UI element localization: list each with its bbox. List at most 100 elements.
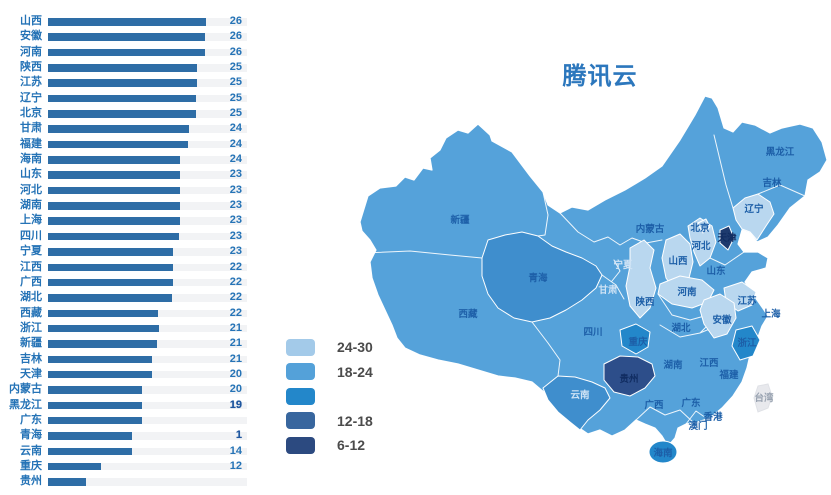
map-label-province: 北京 xyxy=(690,222,710,234)
bar-row-bar xyxy=(48,386,142,394)
legend-label: 12-18 xyxy=(337,412,373,429)
legend-swatch[interactable] xyxy=(286,436,315,454)
province-taiwan[interactable] xyxy=(753,383,773,413)
bar-row-label: 青海 xyxy=(20,429,42,442)
bar-row[interactable]: 辽宁 25 xyxy=(0,91,250,106)
bar-row[interactable]: 海南 24 xyxy=(0,152,250,167)
bar-row[interactable]: 山西 26 xyxy=(0,14,250,29)
bar-row-label: 江西 xyxy=(20,260,42,273)
legend-item[interactable]: 24-30 xyxy=(286,338,373,356)
bar-row-track xyxy=(48,416,247,425)
bar-row[interactable]: 河南 26 xyxy=(0,45,250,60)
legend-item[interactable]: 6-12 xyxy=(286,436,373,454)
bar-row-bar xyxy=(48,294,172,302)
bar-row[interactable]: 广西 22 xyxy=(0,275,250,290)
bar-row-value: 12 xyxy=(229,459,242,472)
bar-row-value: 14 xyxy=(229,444,242,457)
bar-row[interactable]: 陕西 25 xyxy=(0,60,250,75)
bar-row-track xyxy=(48,386,247,394)
bar-row[interactable]: 重庆 12 xyxy=(0,459,250,474)
bar-row[interactable]: 安徽 26 xyxy=(0,29,250,44)
legend-item[interactable]: 12-18 xyxy=(286,412,373,430)
bar-row[interactable]: 山东 23 xyxy=(0,167,250,182)
bar-row[interactable]: 内蒙古 20 xyxy=(0,382,250,397)
bar-row-label: 浙江 xyxy=(20,321,42,334)
bar-row[interactable]: 贵州 xyxy=(0,474,250,489)
bar-row[interactable]: 江西 22 xyxy=(0,260,250,275)
province-liaoning[interactable] xyxy=(732,193,775,241)
bar-row[interactable]: 天津 20 xyxy=(0,367,250,382)
legend-swatch[interactable] xyxy=(286,338,315,356)
bar-row[interactable]: 湖南 23 xyxy=(0,198,250,213)
province-tianjin[interactable] xyxy=(719,225,735,251)
bar-row[interactable]: 甘肃 24 xyxy=(0,121,250,136)
bar-row-value: 23 xyxy=(229,245,242,258)
bar-row[interactable]: 西藏 22 xyxy=(0,306,250,321)
bar-row-bar xyxy=(48,462,101,471)
bar-row-label: 湖南 xyxy=(20,199,42,212)
map-label-province: 新疆 xyxy=(450,214,470,226)
bar-row-bar xyxy=(48,48,205,57)
bar-row[interactable]: 江苏 25 xyxy=(0,75,250,90)
bar-row-bar xyxy=(48,340,157,348)
bar-row[interactable]: 新疆 21 xyxy=(0,336,250,351)
bar-row[interactable]: 上海 23 xyxy=(0,213,250,228)
map-label-province: 陕西 xyxy=(635,296,655,308)
bar-row-value: 23 xyxy=(229,214,242,227)
province-yunnan[interactable] xyxy=(542,375,611,431)
province-zhejiang[interactable] xyxy=(731,325,761,361)
map-label-province: 湖北 xyxy=(671,322,691,334)
bar-row[interactable]: 北京 25 xyxy=(0,106,250,121)
bar-row[interactable]: 浙江 21 xyxy=(0,321,250,336)
bar-row-track xyxy=(48,462,247,471)
bar-row-label: 天津 xyxy=(20,367,42,380)
bar-row[interactable]: 湖北 22 xyxy=(0,290,250,305)
bar-row[interactable]: 吉林 21 xyxy=(0,352,250,367)
map-title: 腾讯云 xyxy=(562,63,638,90)
province-anhui[interactable] xyxy=(699,293,737,339)
map-label-province: 海南 xyxy=(653,447,673,459)
bar-row-value: 21 xyxy=(229,337,242,350)
map-legend: 24-30 18-24 12-18 6-12 xyxy=(286,338,373,454)
province-qinghai[interactable] xyxy=(481,231,603,323)
legend-item[interactable]: 18-24 xyxy=(286,363,373,381)
bar-row[interactable]: 河北 23 xyxy=(0,183,250,198)
bar-row[interactable]: 云南 14 xyxy=(0,444,250,459)
bar-row-label: 北京 xyxy=(20,107,42,120)
map-label-province: 河南 xyxy=(677,286,697,298)
bar-row-label: 宁夏 xyxy=(20,245,42,258)
legend-swatch[interactable] xyxy=(286,363,315,380)
bar-row[interactable]: 四川 23 xyxy=(0,229,250,244)
legend-item[interactable] xyxy=(286,387,373,405)
bar-row-value: 26 xyxy=(229,15,242,27)
bar-row-value: 24 xyxy=(229,153,242,166)
legend-swatch[interactable] xyxy=(286,387,315,405)
map-label-province: 福建 xyxy=(718,369,739,381)
bar-row-value: 26 xyxy=(229,45,242,58)
bar-row-bar xyxy=(48,171,180,179)
bar-row-label: 甘肃 xyxy=(20,122,42,135)
province-guizhou[interactable] xyxy=(603,355,656,397)
bar-row[interactable]: 广东 xyxy=(0,413,250,428)
province-beijing[interactable] xyxy=(697,218,711,234)
bar-row-value: 24 xyxy=(229,137,242,150)
bar-row[interactable]: 宁夏 23 xyxy=(0,244,250,259)
bar-row-value: 23 xyxy=(229,229,242,242)
map-label-province: 吉林 xyxy=(762,177,782,189)
bar-row-bar xyxy=(48,324,159,333)
bar-row[interactable]: 黑龙江 19 xyxy=(0,398,250,413)
province-hainan[interactable] xyxy=(648,440,678,464)
bar-row-label: 贵州 xyxy=(20,475,42,488)
bar-row-value: 23 xyxy=(229,183,242,196)
bar-row-bar xyxy=(48,217,180,225)
bar-row[interactable]: 福建 24 xyxy=(0,137,250,152)
bar-row-bar xyxy=(48,263,173,271)
bar-row-bar xyxy=(48,248,173,256)
map-label-province: 辽宁 xyxy=(744,203,764,215)
province-shaanxi[interactable] xyxy=(625,239,657,319)
legend-swatch[interactable] xyxy=(286,412,315,429)
bar-row-bar xyxy=(48,156,180,164)
bar-row[interactable]: 青海 1 xyxy=(0,428,250,443)
province-chongqing[interactable] xyxy=(619,323,651,355)
bar-row-value: 22 xyxy=(229,306,242,319)
